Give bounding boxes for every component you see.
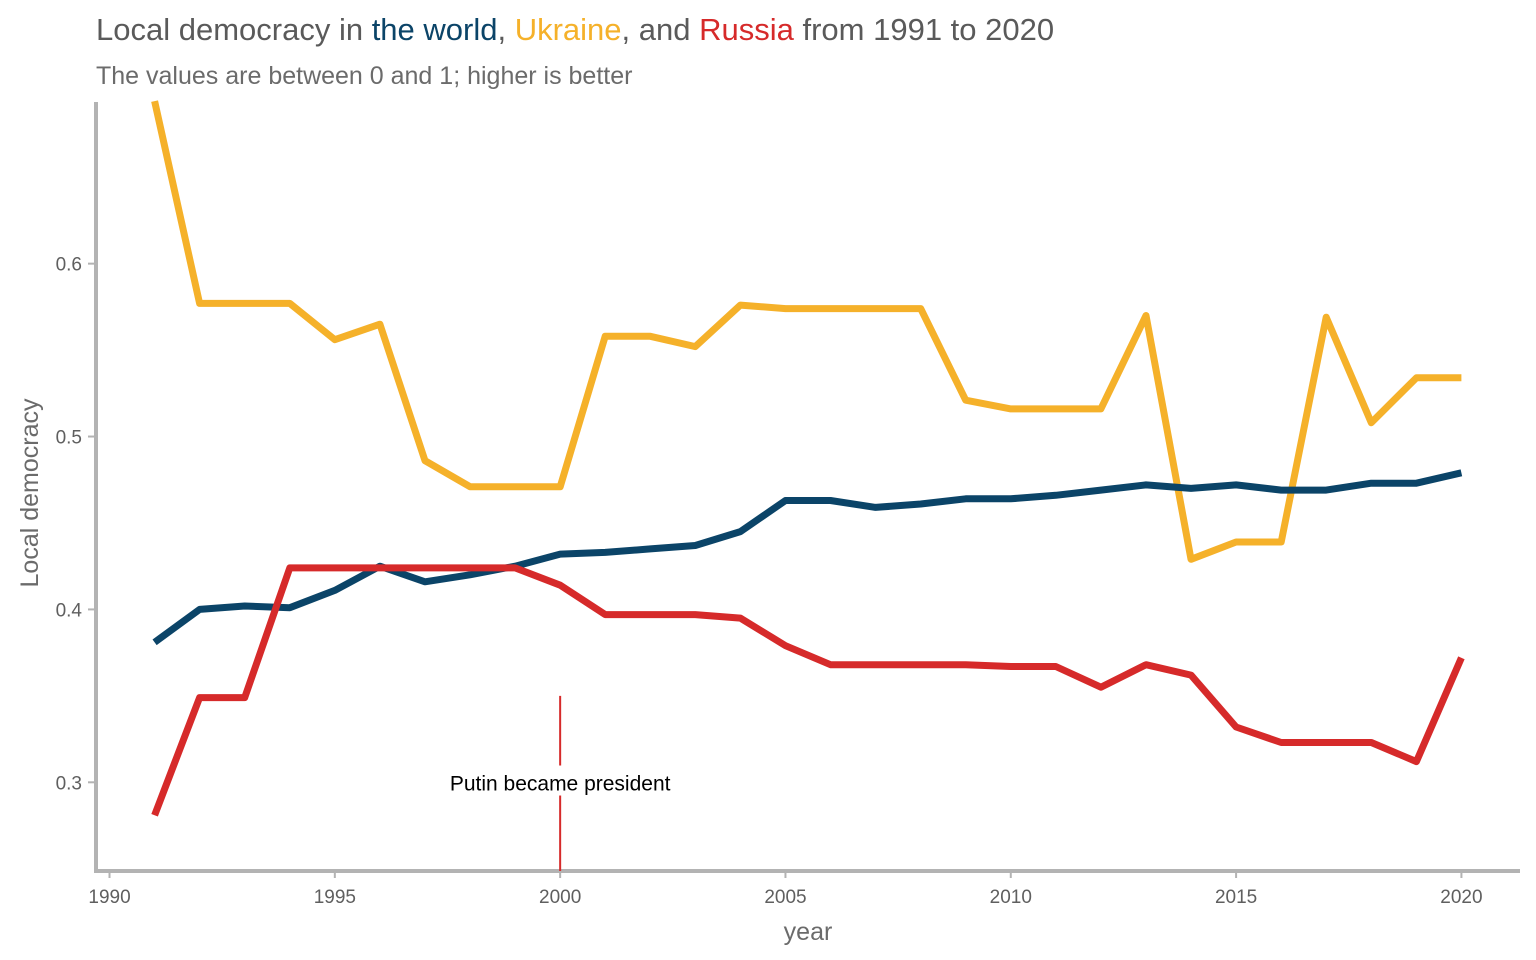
series-line-russia [151, 564, 1465, 817]
chart-title: Local democracy in the world, Ukraine, a… [96, 12, 1054, 47]
annotation-label: Putin became president [450, 773, 671, 796]
x-tick-label-1990: 1990 [88, 887, 130, 908]
title-part-1: the world [372, 12, 498, 47]
title-part-4: , and [622, 12, 700, 47]
series-line-ukraine [151, 100, 1462, 563]
x-tick-label-2005: 2005 [764, 887, 806, 908]
title-part-0: Local democracy in [96, 12, 372, 47]
y-tick-label-3: 0.6 [56, 255, 82, 276]
chart-subtitle: The values are between 0 and 1; higher i… [96, 62, 632, 90]
x-tick-label-2010: 2010 [990, 887, 1032, 908]
x-tick-label-2015: 2015 [1215, 887, 1257, 908]
title-part-6: from 1991 to 2020 [794, 12, 1054, 47]
x-axis-title: year [784, 918, 833, 946]
y-tick-label-1: 0.4 [56, 600, 83, 621]
series-line-world [152, 469, 1463, 646]
y-tick-label-2: 0.5 [56, 428, 82, 449]
title-part-2: , [497, 12, 514, 47]
series-lines [151, 100, 1465, 817]
annotation-label-bg [438, 765, 683, 796]
title-part-5: Russia [699, 12, 795, 47]
y-axis-title: Local democracy [16, 398, 44, 587]
x-tick-label-2020: 2020 [1440, 887, 1482, 908]
axes: 1990 1995 2000 2005 2010 2015 2020 0.3 0.4 0.5 0.6 [56, 102, 1520, 908]
x-tick-label-2000: 2000 [539, 887, 581, 908]
x-tick-label-1995: 1995 [314, 887, 356, 908]
title-part-3: Ukraine [515, 12, 622, 47]
annotation: Putin became president [438, 695, 683, 871]
y-tick-label-0: 0.3 [56, 773, 82, 794]
